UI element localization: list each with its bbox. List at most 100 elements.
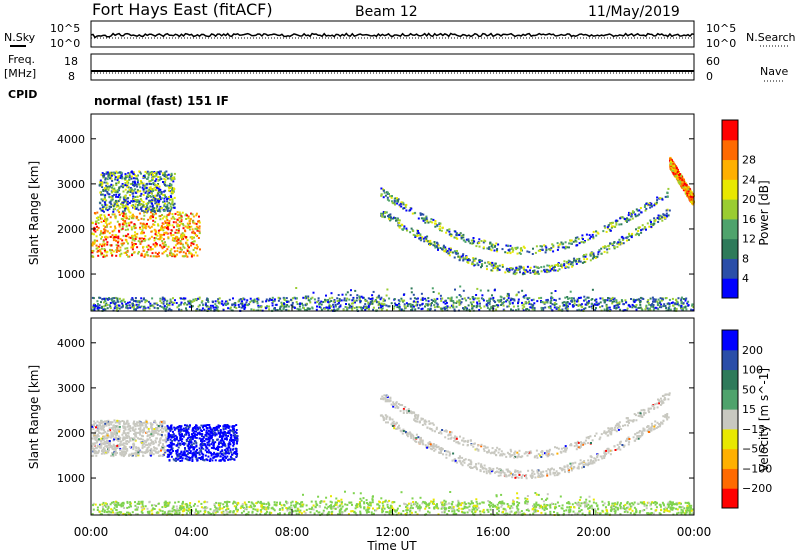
scatter-cell <box>307 296 309 298</box>
scatter-cell <box>197 246 199 248</box>
scatter-cell <box>245 302 247 304</box>
scatter-cell <box>135 203 137 205</box>
scatter-cell <box>133 177 135 179</box>
scatter-cell <box>212 305 214 307</box>
scatter-cell <box>385 305 387 307</box>
scatter-cell <box>96 235 98 237</box>
scatter-cell <box>475 245 477 247</box>
scatter-cell <box>272 304 274 306</box>
scatter-cell <box>449 254 451 256</box>
scatter-cell <box>108 214 110 216</box>
scatter-cell <box>119 249 121 251</box>
scatter-cell <box>183 227 185 229</box>
scatter-cell <box>402 229 404 231</box>
scatter-cell <box>674 170 676 172</box>
scatter-cell <box>193 243 195 245</box>
scatter-cell <box>99 202 101 204</box>
scatter-cell <box>253 300 255 302</box>
scatter-cell <box>446 229 448 231</box>
scatter-cell <box>358 296 360 298</box>
scatter-cell <box>133 308 135 310</box>
scatter-cell <box>266 305 268 307</box>
scatter-cell <box>116 309 118 311</box>
scatter-cell <box>554 302 556 304</box>
scatter-cell <box>623 303 625 305</box>
scatter-cell <box>600 301 602 303</box>
scatter-cell <box>518 299 520 301</box>
scatter-cell <box>101 198 103 200</box>
scatter-cell <box>125 215 127 217</box>
scatter-cell <box>155 230 157 232</box>
scatter-cell <box>432 219 434 221</box>
scatter-cell <box>324 308 326 310</box>
scatter-cell <box>478 238 480 240</box>
scatter-cell <box>339 305 341 307</box>
scatter-cell <box>366 307 368 309</box>
scatter-cell <box>117 440 119 442</box>
scatter-cell <box>510 267 512 269</box>
scatter-cell <box>126 181 128 183</box>
scatter-cell <box>495 263 497 265</box>
scatter-cell <box>666 213 668 215</box>
scatter-cell <box>180 243 182 245</box>
scatter-cell <box>653 304 655 306</box>
scatter-cell <box>409 209 411 211</box>
scatter-cell <box>139 434 141 436</box>
scatter-cell <box>170 234 172 236</box>
scatter-cell <box>499 269 501 271</box>
scatter-cell <box>159 298 161 300</box>
scatter-cell <box>131 254 133 256</box>
scatter-cell <box>383 190 385 192</box>
scatter-cell <box>593 256 595 258</box>
scatter-cell <box>526 251 528 253</box>
scatter-cell <box>119 226 121 228</box>
scatter-cell <box>404 303 406 305</box>
scatter-cell <box>606 252 608 254</box>
scatter-cell <box>591 252 593 254</box>
scatter-cell <box>633 299 635 301</box>
scatter-cell <box>457 253 459 255</box>
scatter-cell <box>161 229 163 231</box>
scatter-cell <box>178 217 180 219</box>
scatter-cell <box>618 239 620 241</box>
scatter-cell <box>428 300 430 302</box>
scatter-cell <box>123 235 125 237</box>
scatter-cell <box>450 249 452 251</box>
scatter-cell <box>165 232 167 234</box>
scatter-cell <box>152 177 154 179</box>
scatter-cell <box>618 224 620 226</box>
freq-top-tick: 18 <box>64 55 78 68</box>
scatter-cell <box>127 243 129 245</box>
scatter-cell <box>463 290 465 292</box>
scatter-cell <box>473 237 475 239</box>
scatter-cell <box>602 230 604 232</box>
scatter-cell <box>121 218 123 220</box>
scatter-cell <box>155 213 157 215</box>
scatter-cell <box>450 235 452 237</box>
scatter-cell <box>180 251 182 253</box>
scatter-cell <box>356 297 358 299</box>
scatter-cell <box>543 302 545 304</box>
scatter-cell <box>106 224 108 226</box>
scatter-cell <box>114 307 116 309</box>
scatter-cell <box>109 440 111 442</box>
scatter-cell <box>525 301 527 303</box>
scatter-cell <box>98 219 100 221</box>
scatter-cell <box>109 185 111 187</box>
scatter-cell <box>429 304 431 306</box>
scatter-cell <box>149 238 151 240</box>
scatter-cell <box>555 264 557 266</box>
scatter-cell <box>632 210 634 212</box>
scatter-cell <box>132 181 134 183</box>
scatter-cell <box>456 306 458 308</box>
scatter-cell <box>354 307 356 309</box>
scatter-cell <box>122 185 124 187</box>
scatter-cell <box>179 212 181 214</box>
scatter-cell <box>115 428 117 430</box>
scatter-cell <box>503 298 505 300</box>
scatter-cell <box>173 234 175 236</box>
scatter-cell <box>105 443 107 445</box>
scatter-cell <box>595 307 597 309</box>
scatter-cell <box>666 210 668 212</box>
scatter-cell <box>174 238 176 240</box>
